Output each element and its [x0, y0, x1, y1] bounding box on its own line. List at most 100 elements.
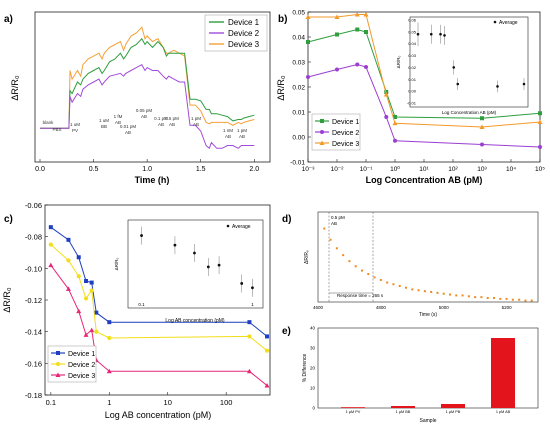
panel-d-response: Response time = 265 s	[337, 293, 384, 298]
c-point	[264, 348, 270, 353]
panel-b-ylabel: ΔR/R₀	[276, 75, 286, 101]
panel-b-yticks: -0.01 0.00 0.01 0.02 0.03 0.04 0.05	[290, 10, 311, 167]
c-point	[83, 332, 89, 337]
b-inset-point	[522, 82, 526, 86]
c-ytick-label: -0.14	[25, 328, 42, 337]
c-point	[264, 383, 270, 388]
panel-d-points	[323, 227, 533, 302]
c-point	[66, 237, 71, 242]
e-bar	[391, 406, 415, 408]
c-point	[48, 262, 54, 268]
e-bar	[441, 404, 465, 408]
b-point	[335, 67, 339, 72]
e-bar	[341, 407, 365, 408]
c-point	[48, 242, 53, 247]
d-point	[392, 283, 395, 286]
c-point	[76, 308, 82, 314]
b-xtick-label: 10⁻²	[331, 166, 345, 173]
b-point	[355, 27, 360, 32]
a-xtick-label: 0.5	[89, 166, 99, 173]
panel-e-frame	[317, 327, 539, 409]
a-legend-label-3: Device 3	[228, 40, 260, 49]
c-inset-point	[240, 282, 244, 285]
a-xtick-label: 1.5	[196, 166, 206, 173]
b-ytick-label: 0.02	[292, 85, 305, 92]
panel-b-xlabel: Log Concentration AB (pM)	[366, 175, 483, 185]
c-inset-point	[206, 265, 210, 269]
a-annotation-text: 1 pM	[237, 128, 247, 133]
d-point	[511, 298, 514, 301]
panel-b-inset-ylabel: ΔR/R₀	[396, 56, 401, 69]
d-point	[342, 254, 345, 257]
panel-c-inset: 0.1 1	[138, 226, 254, 307]
panel-c-ylabel: ΔR/R₀	[2, 287, 12, 313]
c-ytick-label: -0.18	[25, 391, 42, 400]
e-ytick-label: 10	[310, 386, 316, 391]
panel-c-label: c)	[4, 214, 13, 225]
c-point	[76, 274, 81, 279]
b-inset-point	[496, 85, 499, 88]
b-ytick-label: 0.04	[292, 35, 305, 42]
c-point	[94, 329, 99, 334]
a-annotation-text: BB	[101, 124, 107, 129]
panel-b-label: b)	[278, 14, 287, 25]
d-point	[486, 297, 489, 299]
panel-a-xlabel: Time (h)	[135, 175, 170, 185]
b-ytick-label: 0.03	[292, 60, 305, 67]
b-inset-point	[452, 66, 456, 69]
a-xtick-label: 1.0	[142, 166, 152, 173]
d-point	[505, 297, 508, 300]
b-point	[355, 62, 360, 67]
d-point	[530, 299, 533, 302]
panel-e-ylabel: % Difference	[302, 354, 308, 383]
b-point	[364, 30, 368, 34]
a-annotation-text: AB	[193, 122, 199, 127]
b-inset-ytick-label: 0.02	[408, 65, 417, 70]
panel-b-inset-legend: Average	[499, 20, 518, 26]
b-ytick-label: 0.05	[292, 10, 305, 17]
d-point	[480, 296, 483, 299]
b-point	[334, 14, 340, 19]
panel-d-xticks: 4600 4800 5000 5200	[313, 305, 512, 310]
panel-c-lines	[48, 225, 270, 388]
c-inset-xtick-label: 0.1	[138, 302, 145, 307]
c-ytick-label: -0.08	[25, 233, 42, 242]
b-series-line-2	[307, 63, 541, 148]
panel-a-legend	[204, 14, 268, 52]
b-legend-label-2: Device 2	[332, 130, 359, 137]
a-annotation-text: 0.01 pM	[120, 124, 137, 129]
a-series-line-2	[40, 64, 255, 150]
d-point	[386, 281, 389, 284]
panel-d-label: d)	[282, 214, 291, 225]
b-xtick-label: 10⁻¹	[360, 166, 374, 173]
panel-e-label: e)	[282, 326, 291, 337]
a-annotation-text: AB	[141, 114, 147, 119]
panel-e: e) 0 10 20 30 40 1 μM PV 1 μM BB 1 μM PB 1 pM A…	[282, 326, 539, 424]
a-annotation-text: 1 nM	[223, 128, 233, 133]
panel-d-xlabel: Time (s)	[419, 312, 437, 318]
d-point	[442, 292, 445, 295]
panel-b-inset: 0.06 0.05 0.04 0.03 0.02 0.01 0.00 -0.01	[407, 18, 526, 106]
b-point	[335, 32, 339, 37]
b-point	[393, 115, 397, 119]
b-legend-label-3: Device 3	[332, 141, 359, 148]
a-annotation-text: 1 uM	[99, 118, 109, 123]
d-point	[518, 298, 521, 301]
panel-d-annot1: 0.5 pM	[331, 215, 345, 220]
b-inset-ytick-label: 0.00	[408, 89, 417, 94]
a-annotation-text: AB	[169, 122, 175, 127]
b-xtick-label: 10³	[477, 166, 487, 173]
b-legend-marker	[319, 140, 325, 145]
panel-d-annot2: AB	[331, 221, 337, 226]
panel-c-legend-items: Device 1 Device 2 Device 3	[51, 351, 95, 380]
panel-b: b) -0.010.000.010.020.030.040.05 10⁻³ 10⁻…	[276, 10, 545, 186]
c-point	[48, 225, 53, 230]
c-ytick-label: -0.06	[25, 201, 42, 210]
b-point	[364, 65, 368, 69]
panel-c-inset-ylabel: ΔR/R₀	[114, 258, 119, 271]
c-point	[265, 334, 270, 339]
a-annotation-text: 1 fM	[114, 114, 123, 119]
c-inset-point	[173, 243, 177, 247]
d-point	[423, 290, 426, 293]
